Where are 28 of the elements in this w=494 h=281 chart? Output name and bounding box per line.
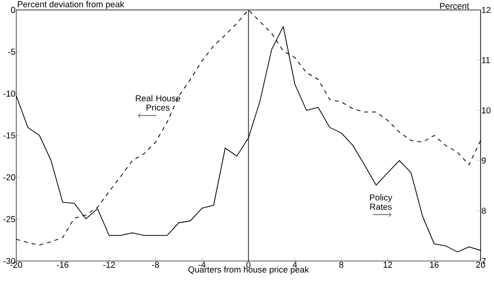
y2-axis-title: Percent xyxy=(440,3,470,10)
x-tick-label: 4 xyxy=(292,262,298,268)
series-label: Policy Rates xyxy=(370,194,392,210)
series-label: Real House Prices xyxy=(136,95,180,111)
x-axis-title: Quarters from house price peak xyxy=(188,266,309,274)
x-tick-label: -12 xyxy=(103,262,115,268)
y2-tick-label: 10 xyxy=(482,107,491,114)
y2-tick-label: 12 xyxy=(482,7,490,14)
x-tick-label: 20 xyxy=(476,262,486,268)
x-tick-label: -4 xyxy=(198,262,206,268)
y2-tick-label: 8 xyxy=(482,208,486,214)
x-tick-label: -16 xyxy=(56,262,68,268)
y-tick-label: -20 xyxy=(3,174,16,180)
y-tick-label: -15 xyxy=(3,132,16,139)
x-tick-label: 16 xyxy=(430,262,439,268)
x-tick-label: 0 xyxy=(246,262,250,268)
x-tick-label: -8 xyxy=(152,262,159,268)
y-axis-title: Percent deviation from peak xyxy=(18,1,124,10)
x-tick-label: 8 xyxy=(339,262,344,268)
y2-tick-label: 9 xyxy=(482,158,486,164)
x-tick-label: 12 xyxy=(384,262,392,268)
y-tick-label: -30 xyxy=(3,258,16,264)
y2-tick-label: 7 xyxy=(482,258,486,264)
y-tick-label: 0 xyxy=(11,6,16,14)
y-tick-label: -10 xyxy=(3,90,16,97)
y-tick-label: -5 xyxy=(8,48,16,55)
y-tick-label: -25 xyxy=(3,216,16,222)
y2-tick-label: 11 xyxy=(482,57,490,64)
